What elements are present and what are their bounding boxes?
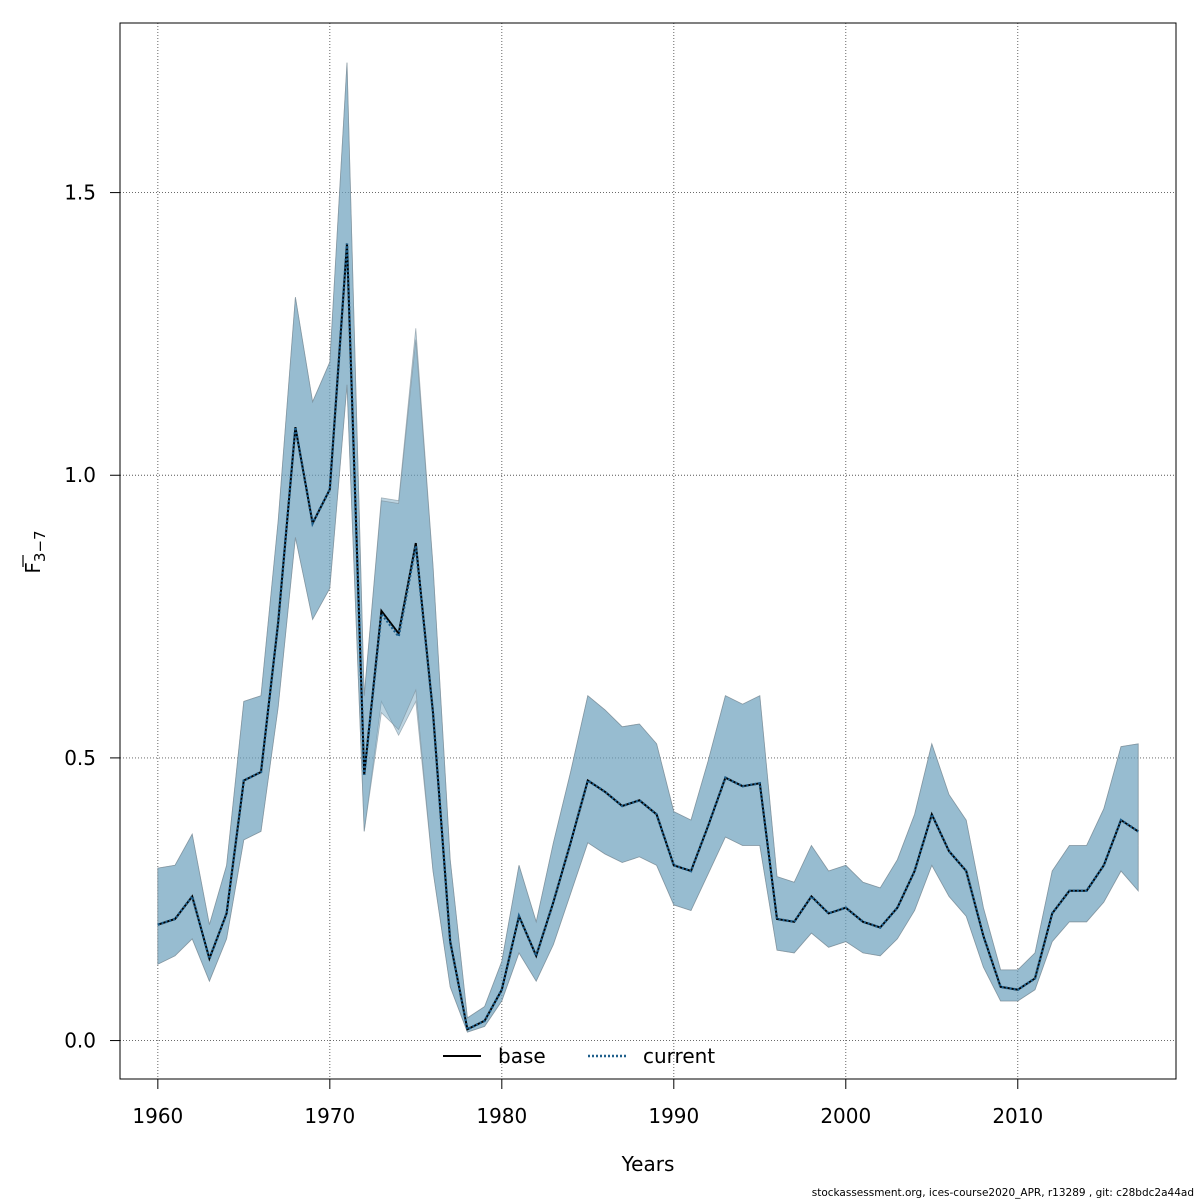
y-tick-label-0: 0.0 xyxy=(64,1029,96,1053)
y-axis-title: F3−7 xyxy=(21,530,49,573)
series-lines xyxy=(157,243,1139,1032)
svg-text:F3−7: F3−7 xyxy=(21,530,49,573)
x-tick-label-1990: 1990 xyxy=(648,1104,699,1128)
x-tick-label-2010: 2010 xyxy=(992,1104,1043,1128)
x-tick-label-1970: 1970 xyxy=(304,1104,355,1128)
confidence-band-current xyxy=(157,62,1139,1033)
x-tick-label-1960: 1960 xyxy=(132,1104,183,1128)
x-axis: 1960 1970 1980 1990 2000 2010 xyxy=(132,1079,1043,1128)
y-axis-title-base: F xyxy=(21,562,45,574)
x-tick-label-1980: 1980 xyxy=(476,1104,527,1128)
legend-label-current: current xyxy=(643,1044,715,1068)
y-tick-label-3: 1.5 xyxy=(64,181,96,205)
x-axis-title: Years xyxy=(621,1152,675,1176)
footer-credit: stockassessment.org, ices-course2020_APR… xyxy=(812,1187,1194,1199)
legend: base current xyxy=(443,1044,715,1068)
plot-frame xyxy=(119,22,1177,1080)
confidence-bands xyxy=(157,62,1139,1033)
y-axis: 0.0 0.5 1.0 1.5 xyxy=(64,181,120,1053)
y-tick-label-1: 0.5 xyxy=(64,746,96,770)
legend-label-base: base xyxy=(498,1044,546,1068)
y-tick-label-2: 1.0 xyxy=(64,463,96,487)
y-axis-title-subscript: 3−7 xyxy=(31,530,49,562)
grid-layer xyxy=(120,23,1176,1079)
series-line-base xyxy=(157,243,1139,1031)
x-tick-label-2000: 2000 xyxy=(820,1104,871,1128)
